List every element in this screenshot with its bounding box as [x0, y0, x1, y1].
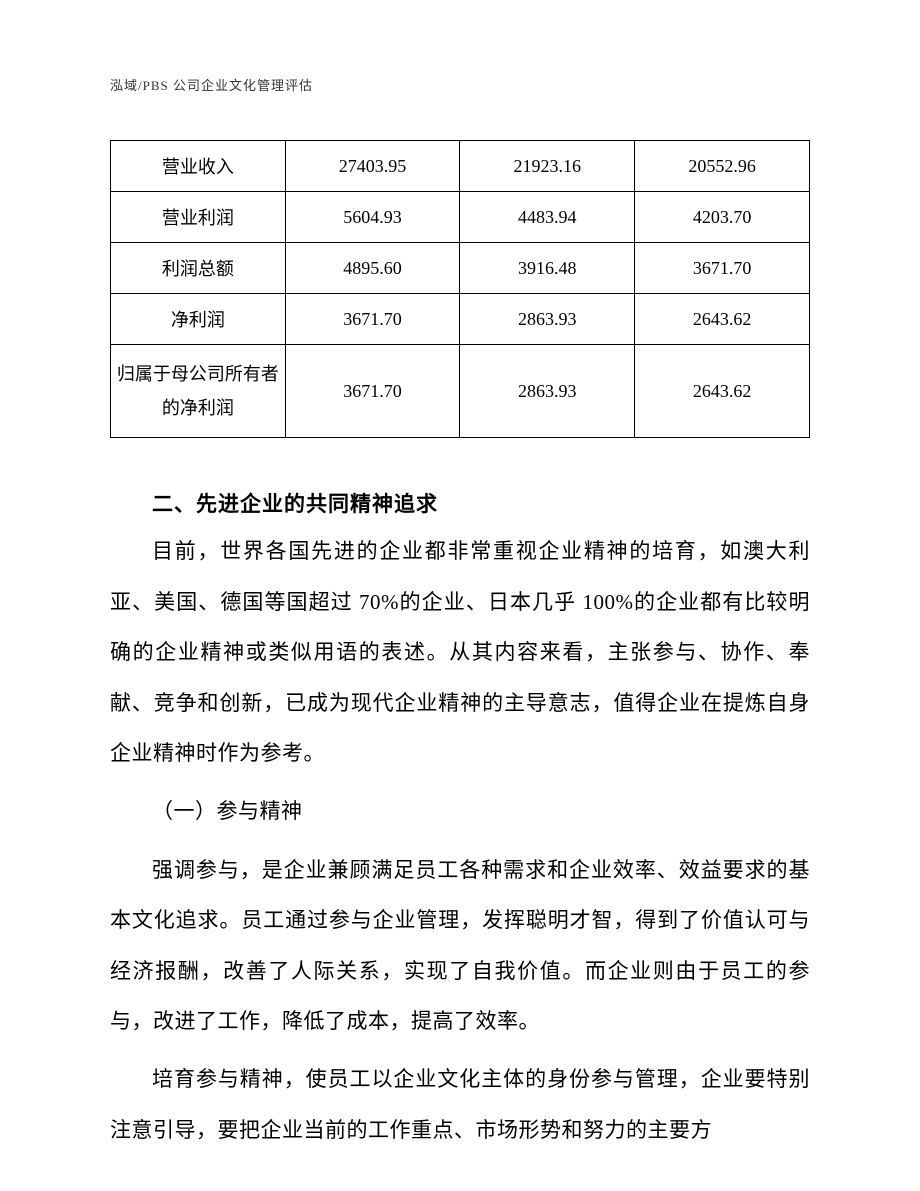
cell-value: 3671.70	[285, 294, 460, 345]
sub-heading: （一）参与精神	[110, 786, 810, 836]
row-label: 营业利润	[111, 192, 286, 243]
main-content: 营业收入 27403.95 21923.16 20552.96 营业利润 560…	[110, 140, 810, 1155]
financial-table: 营业收入 27403.95 21923.16 20552.96 营业利润 560…	[110, 140, 810, 438]
table-row: 利润总额 4895.60 3916.48 3671.70	[111, 243, 810, 294]
row-label: 净利润	[111, 294, 286, 345]
cell-value: 2643.62	[635, 294, 810, 345]
row-label: 归属于母公司所有者的净利润	[111, 345, 286, 438]
cell-value: 27403.95	[285, 141, 460, 192]
paragraph: 培育参与精神，使员工以企业文化主体的身份参与管理，企业要特别注意引导，要把企业当…	[110, 1054, 810, 1155]
row-label: 营业收入	[111, 141, 286, 192]
row-label: 利润总额	[111, 243, 286, 294]
paragraph: 强调参与，是企业兼顾满足员工各种需求和企业效率、效益要求的基本文化追求。员工通过…	[110, 845, 810, 1047]
table-row: 营业收入 27403.95 21923.16 20552.96	[111, 141, 810, 192]
cell-value: 4203.70	[635, 192, 810, 243]
cell-value: 5604.93	[285, 192, 460, 243]
table-row: 营业利润 5604.93 4483.94 4203.70	[111, 192, 810, 243]
cell-value: 21923.16	[460, 141, 635, 192]
table-row: 归属于母公司所有者的净利润 3671.70 2863.93 2643.62	[111, 345, 810, 438]
cell-value: 2643.62	[635, 345, 810, 438]
cell-value: 2863.93	[460, 294, 635, 345]
header-text: 泓域/PBS 公司企业文化管理评估	[110, 78, 313, 93]
cell-value: 20552.96	[635, 141, 810, 192]
section-heading: 二、先进企业的共同精神追求	[110, 488, 810, 518]
cell-value: 4483.94	[460, 192, 635, 243]
cell-value: 3671.70	[285, 345, 460, 438]
paragraph: 目前，世界各国先进的企业都非常重视企业精神的培育，如澳大利亚、美国、德国等国超过…	[110, 526, 810, 778]
table-row: 净利润 3671.70 2863.93 2643.62	[111, 294, 810, 345]
cell-value: 4895.60	[285, 243, 460, 294]
cell-value: 3916.48	[460, 243, 635, 294]
cell-value: 3671.70	[635, 243, 810, 294]
page-header: 泓域/PBS 公司企业文化管理评估	[110, 75, 313, 94]
cell-value: 2863.93	[460, 345, 635, 438]
